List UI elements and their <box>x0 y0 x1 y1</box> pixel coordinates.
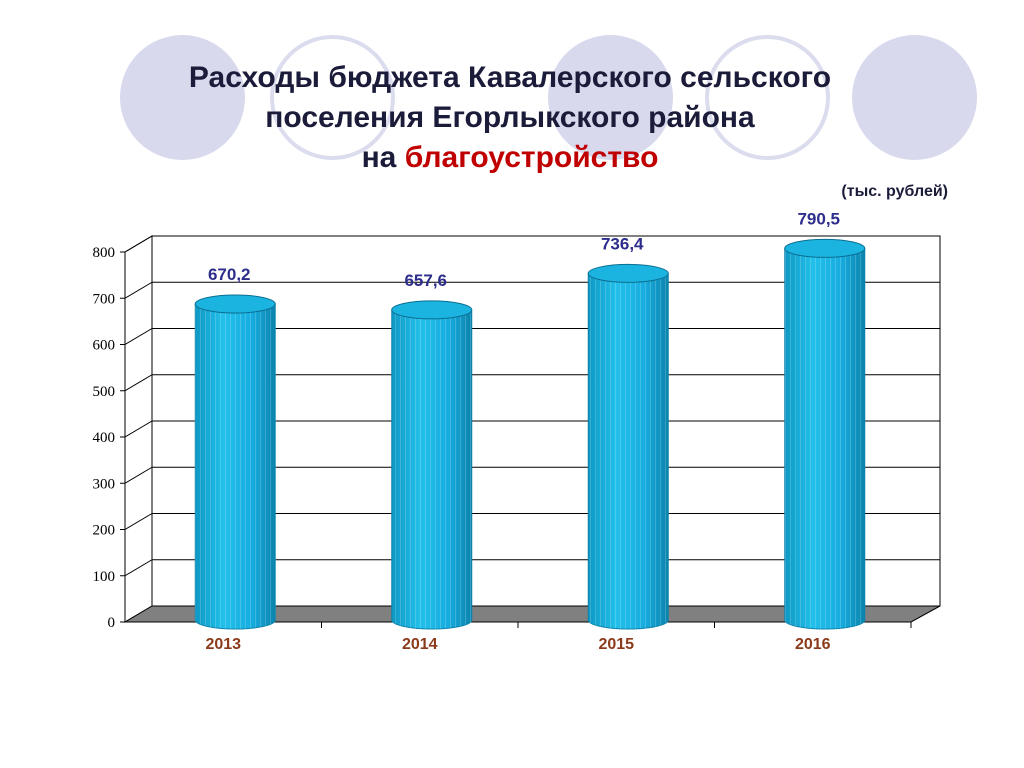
y-tick-label: 500 <box>93 384 116 400</box>
x-tick-label: 2015 <box>598 636 634 653</box>
decor-circle-3 <box>548 35 673 160</box>
bar-texture-2013 <box>195 304 276 630</box>
x-tick-label: 2016 <box>795 636 831 653</box>
value-label: 736,4 <box>601 234 644 253</box>
bar-top-2015 <box>587 263 669 283</box>
y-tick-label: 100 <box>93 569 116 585</box>
bar-texture-2016 <box>784 248 865 630</box>
x-tick-label: 2013 <box>205 636 241 653</box>
gridline-side <box>124 466 153 484</box>
title-line-1: Расходы бюджета Кавалерского сельского <box>188 61 832 94</box>
y-tick-label: 800 <box>93 245 116 261</box>
gridline-side <box>124 420 153 438</box>
gridline-side <box>124 513 153 530</box>
page-title: Расходы бюджета Кавалерского сельского п… <box>110 58 910 178</box>
y-tick-label: 300 <box>93 476 116 492</box>
decor-circle-1 <box>120 35 245 160</box>
y-tick-label: 200 <box>93 523 116 539</box>
gridline-side <box>124 559 153 577</box>
bar-texture-2015 <box>588 273 669 630</box>
bar-top-2016 <box>784 238 866 258</box>
units-label: (тыс. рублей) <box>841 183 948 200</box>
y-tick-label: 600 <box>93 338 116 354</box>
bar-top-2014 <box>391 300 473 320</box>
value-label: 670,2 <box>208 265 251 284</box>
value-label: 790,5 <box>797 209 840 228</box>
y-tick-label: 400 <box>93 430 116 446</box>
title-prefix: на <box>361 141 397 174</box>
title-line-3: на благоустройство <box>110 138 910 178</box>
title-highlight: благоустройство <box>404 141 659 174</box>
gridline-side <box>124 281 153 299</box>
gridline-side <box>124 328 153 345</box>
title-line-2: поселения Егорлыкского района <box>265 101 755 134</box>
y-tick-label: 700 <box>93 291 116 307</box>
x-tick-label: 2014 <box>402 636 438 653</box>
decor-circle-5 <box>852 35 977 160</box>
y-tick-label: 0 <box>108 615 116 631</box>
decor-circle-2 <box>270 35 395 160</box>
gridline-side <box>124 235 153 253</box>
value-label: 657,6 <box>404 271 447 290</box>
bar-texture-2014 <box>391 309 472 630</box>
bar-top-2013 <box>194 294 276 314</box>
decor-circle-4 <box>705 35 830 160</box>
gridline-side <box>124 374 153 392</box>
